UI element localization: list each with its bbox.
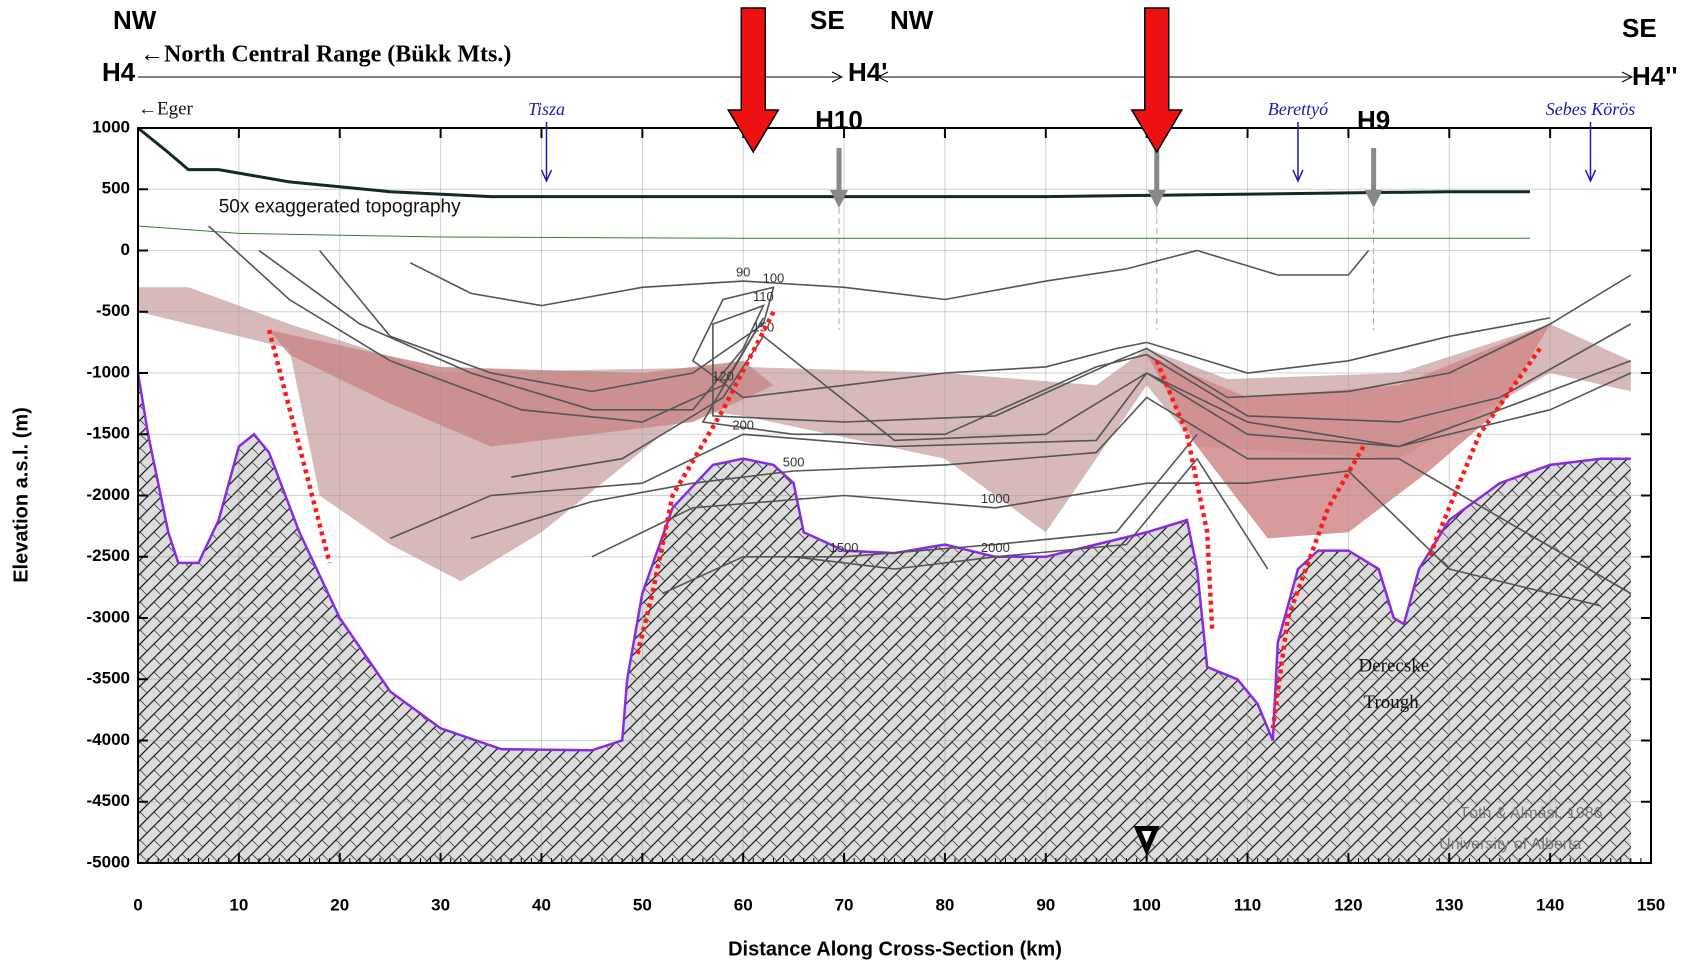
x-tick-label: 50: [633, 895, 652, 914]
contour-label: 120: [712, 369, 734, 384]
location-marker-inner: [1141, 831, 1152, 843]
river-arrow-head: [1584, 169, 1597, 183]
fault: [1427, 347, 1542, 558]
contour-line: [793, 457, 1269, 570]
zone: [1146, 324, 1551, 539]
river-label: Sebes Körös: [1546, 99, 1636, 119]
y-tick-label: -500: [96, 301, 130, 320]
annotation: University of Alberta: [1439, 836, 1581, 853]
contour-label: 1000: [981, 491, 1010, 506]
fault: [1154, 359, 1215, 631]
section-label: H4': [848, 57, 887, 87]
contour-line: [662, 433, 1198, 595]
well-marker-head: [1147, 190, 1166, 208]
range-label: ←North Central Range (Bükk Mts.): [140, 42, 511, 68]
direction-label: SE: [810, 5, 845, 35]
well-marker-head: [1364, 190, 1383, 208]
x-tick-label: 40: [532, 895, 551, 914]
direction-label: NW: [890, 5, 934, 35]
well-label: H9: [1357, 105, 1390, 135]
x-tick-label: 10: [229, 895, 248, 914]
well-label: H10: [815, 105, 863, 135]
section-label: H4'': [1632, 61, 1678, 91]
river-label: Berettyó: [1268, 99, 1328, 119]
x-tick-label: 30: [431, 895, 450, 914]
basement-fill: [138, 373, 1631, 863]
x-tick-label: 60: [734, 895, 753, 914]
contour-line: [318, 249, 1551, 399]
y-tick-label: -3000: [87, 607, 130, 626]
contour-label: 100: [763, 271, 785, 286]
fault: [266, 329, 332, 564]
fault: [1270, 445, 1366, 729]
contour-line: [511, 335, 1632, 478]
direction-label: NW: [113, 5, 157, 35]
x-tick-label: 80: [935, 895, 954, 914]
arrow-head: [1621, 71, 1634, 83]
y-axis-title: Elevation a.s.l. (m): [10, 407, 32, 583]
y-tick-label: 0: [121, 240, 130, 259]
contour-line: [409, 249, 1370, 307]
reference-surface: [137, 225, 1530, 239]
well-marker-head: [830, 190, 849, 208]
river-arrow-head: [1292, 169, 1304, 183]
contour-label: 2000: [981, 540, 1010, 555]
annotation: Trough: [1364, 692, 1420, 713]
arrow-head: [831, 71, 844, 83]
annotation: Tóth & Almási, 1986: [1459, 805, 1602, 822]
contour-line: [258, 249, 1632, 423]
contour-label: 200: [732, 418, 754, 433]
contour-label: 110: [753, 289, 774, 304]
fault: [635, 310, 776, 656]
contour-line: [389, 371, 1632, 540]
contour-line: [591, 470, 1601, 607]
section-label: H4: [102, 57, 136, 87]
river-arrow-head: [540, 169, 553, 183]
contour-label: 1500: [830, 540, 859, 555]
x-tick-label: 90: [1036, 895, 1055, 914]
contour-line: [208, 225, 1632, 436]
contour-label: 90: [736, 265, 750, 280]
y-tick-label: -2500: [87, 546, 130, 565]
river-label: Tisza: [528, 99, 565, 119]
x-tick-label: 70: [835, 895, 854, 914]
red-arrow: [1130, 7, 1184, 154]
x-axis-title: Distance Along Cross-Section (km): [728, 938, 1062, 960]
y-tick-label: -1500: [87, 424, 130, 443]
annotation: ←Eger: [138, 98, 194, 119]
x-tick-label: 130: [1435, 895, 1463, 914]
x-tick-label: 150: [1637, 895, 1665, 914]
x-tick-label: 0: [133, 895, 142, 914]
y-tick-label: -5000: [87, 852, 130, 871]
contour-label: 500: [783, 454, 805, 469]
x-tick-label: 140: [1536, 895, 1564, 914]
y-tick-label: -3500: [87, 669, 130, 688]
y-tick-label: -4500: [87, 791, 130, 810]
y-tick-label: -2000: [87, 485, 130, 504]
x-tick-label: 110: [1234, 895, 1261, 914]
annotation: 50x exaggerated topography: [219, 197, 461, 218]
y-tick-label: 1000: [92, 117, 130, 136]
x-tick-label: 120: [1334, 895, 1362, 914]
annotation: Derecske: [1358, 655, 1429, 676]
y-tick-label: -4000: [87, 730, 130, 749]
topography: [137, 126, 1530, 199]
arrow-head: [876, 71, 889, 83]
direction-label: SE: [1622, 13, 1657, 43]
x-tick-label: 20: [330, 895, 349, 914]
red-arrow: [726, 7, 780, 154]
y-tick-label: -1000: [87, 362, 130, 381]
contour-line: [470, 396, 1632, 595]
x-tick-label: 100: [1132, 895, 1160, 914]
y-tick-label: 500: [102, 179, 130, 198]
basement-surface: [136, 372, 1631, 752]
